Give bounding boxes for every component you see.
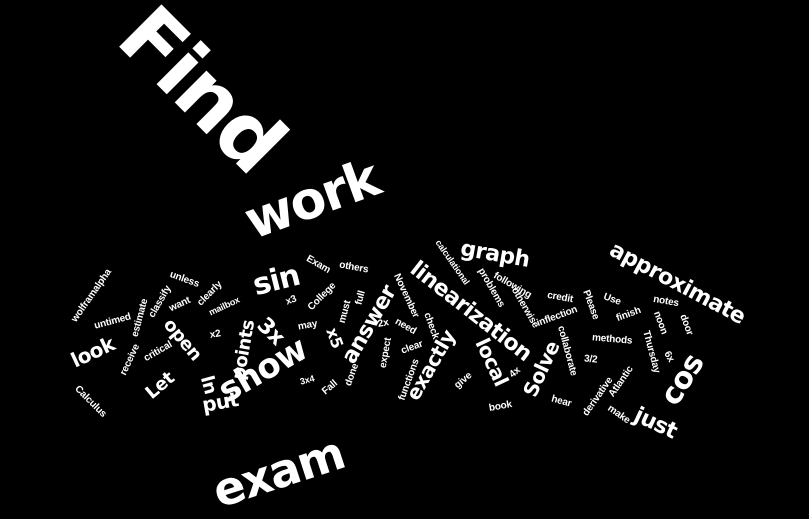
word-find: Find	[99, 0, 302, 191]
word-let: Let	[141, 367, 179, 404]
word-must: must	[336, 299, 353, 325]
word-wolframalpha: wolframalpha	[69, 267, 114, 325]
word-expect: expect	[377, 336, 394, 369]
word-x5: x5	[321, 324, 347, 351]
word-may: may	[296, 318, 318, 333]
word-inflection: inflection	[535, 304, 579, 329]
word-look: look	[66, 331, 118, 373]
word-methods: methods	[591, 332, 633, 347]
word-3-2: 3/2	[583, 353, 598, 366]
word-exam: exam	[205, 425, 351, 519]
word-2x: 2x	[376, 317, 390, 330]
word-thursday: Thursday	[639, 329, 662, 375]
word-unless: unless	[168, 269, 201, 290]
word-others: others	[337, 259, 369, 276]
word-estimate: estimate	[129, 297, 150, 339]
word-credit: credit	[546, 289, 574, 306]
word-want: want	[167, 294, 193, 315]
word-untimed: untimed	[93, 311, 133, 332]
word-noon: noon	[651, 309, 670, 336]
word-3x4: 3x4	[298, 372, 316, 387]
word-give: give	[451, 370, 474, 392]
word-book: book	[487, 399, 513, 414]
word-graph: graph	[458, 236, 532, 273]
word-college: College	[305, 280, 338, 313]
word-need: need	[392, 316, 418, 337]
word-clear: clear	[399, 338, 425, 357]
word-answer: answer	[337, 281, 402, 369]
word-check: check	[420, 311, 441, 341]
word-hear: hear	[550, 393, 573, 410]
word-make: make	[604, 402, 632, 427]
word-finish: finish	[614, 305, 642, 325]
word-notes: notes	[652, 293, 680, 310]
word-exam: Exam	[304, 253, 333, 276]
word-door: door	[676, 312, 695, 337]
word-x2: x2	[208, 328, 222, 341]
word-x3: x3	[283, 293, 298, 308]
word-just: just	[629, 402, 681, 445]
word-work: work	[236, 148, 387, 252]
word-receive: receive	[117, 342, 142, 378]
word-please: Please	[579, 288, 601, 322]
word-use: Use	[601, 291, 623, 308]
word-fall: Fall	[320, 378, 340, 398]
word-done: done	[342, 362, 361, 388]
word-critical: critical	[141, 339, 174, 364]
word-calculus: Calculus	[72, 383, 109, 420]
